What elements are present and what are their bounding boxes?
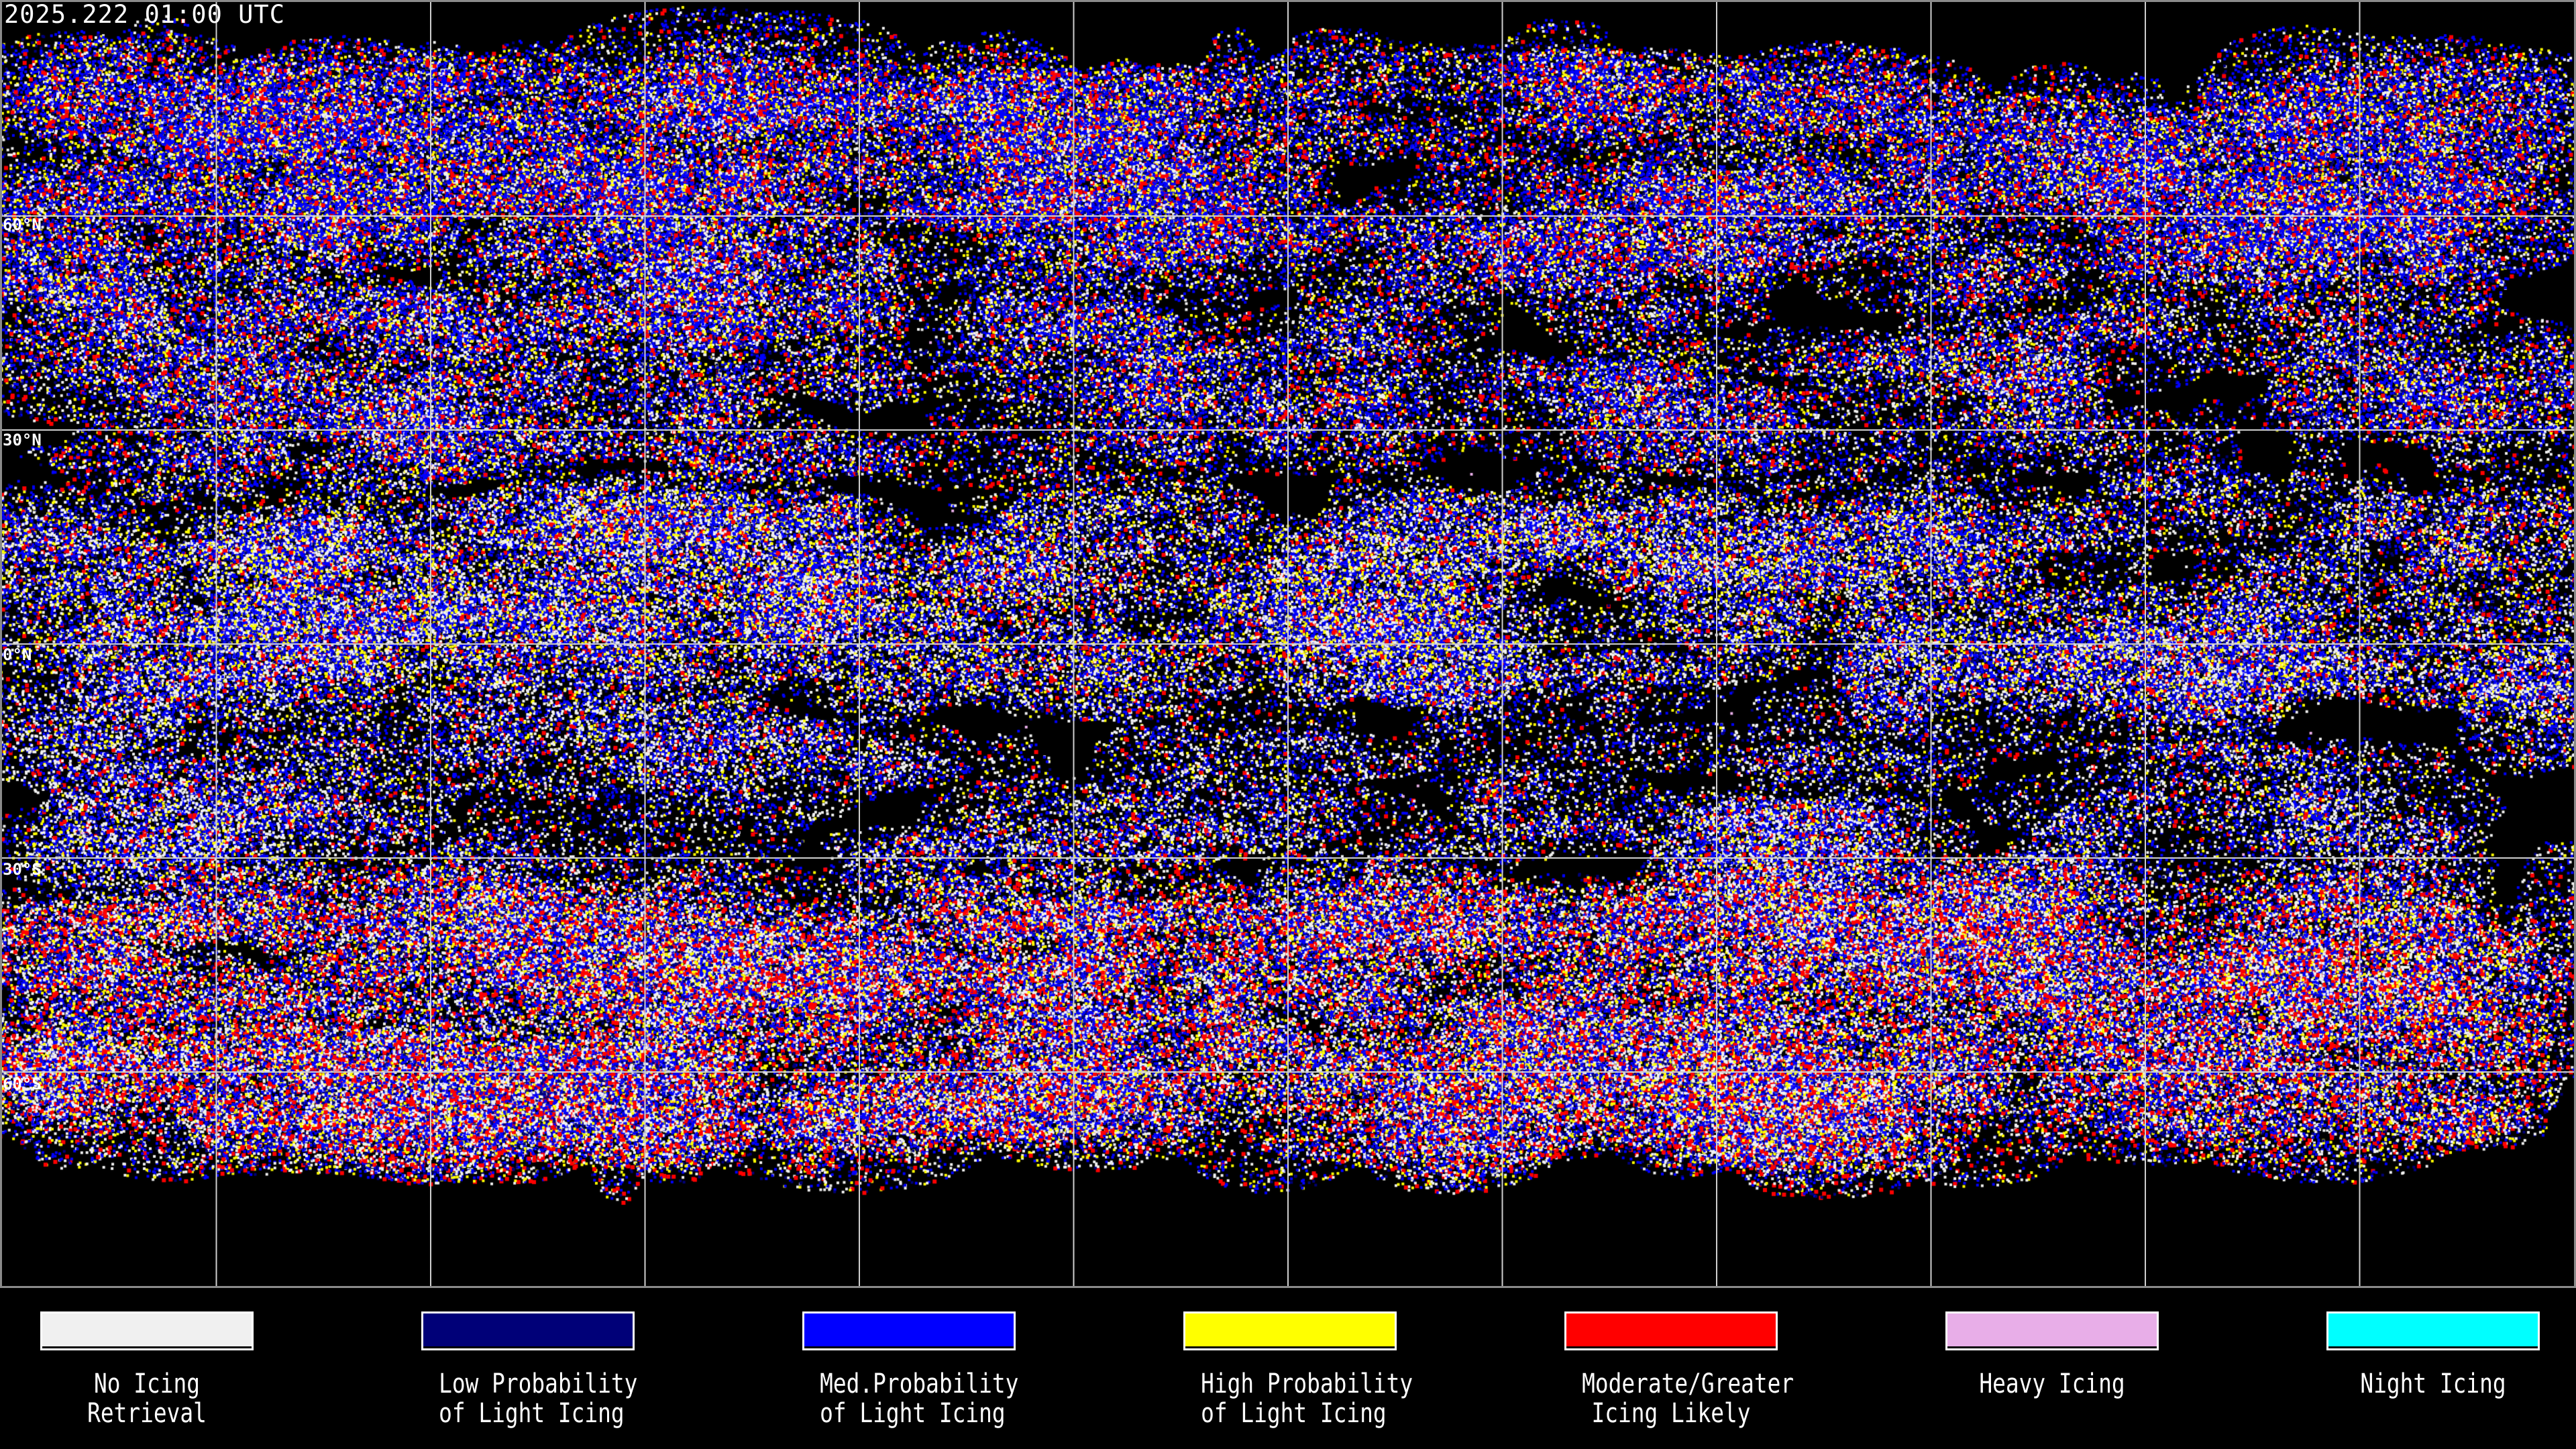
legend-label: Med.Probability of Light Icing xyxy=(820,1368,1019,1429)
legend-item-no-icing: No Icing Retrieval xyxy=(38,1311,256,1428)
legend-swatch xyxy=(421,1311,635,1350)
legend-item-night-icing: Night Icing xyxy=(2324,1311,2542,1399)
legend-swatch xyxy=(2326,1311,2540,1350)
lat-label-60s: 60°S xyxy=(3,1075,42,1093)
legend-label: High Probability of Light Icing xyxy=(1201,1368,1413,1429)
legend-label: Moderate/Greater Icing Likely xyxy=(1582,1368,1794,1429)
legend-swatch xyxy=(1945,1311,2159,1350)
icing-map xyxy=(0,0,2576,1288)
legend-item-moderate-greater: Moderate/Greater Icing Likely xyxy=(1562,1311,1794,1429)
legend-label: Heavy Icing xyxy=(1979,1368,2125,1399)
legend-swatch xyxy=(802,1311,1016,1350)
lat-label-0: 0°N xyxy=(3,645,32,664)
lat-label-30n: 30°N xyxy=(3,431,42,449)
lat-label-30s: 30°S xyxy=(3,860,42,879)
legend-item-heavy-icing: Heavy Icing xyxy=(1943,1311,2161,1399)
legend-label: No Icing Retrieval xyxy=(87,1368,207,1429)
legend-item-low-probability: Low Probability of Light Icing xyxy=(419,1311,637,1428)
legend-swatch xyxy=(1564,1311,1778,1350)
graticule xyxy=(2,2,2574,1286)
lat-label-60n: 60°N xyxy=(3,215,42,234)
legend-swatch xyxy=(1183,1311,1397,1350)
legend-label: Night Icing xyxy=(2360,1368,2506,1399)
legend-item-med-probability: Med.Probability of Light Icing xyxy=(800,1311,1018,1428)
legend-item-high-probability: High Probability of Light Icing xyxy=(1181,1311,1413,1429)
legend-swatch xyxy=(40,1311,254,1350)
legend-label: Low Probability of Light Icing xyxy=(439,1368,638,1429)
timestamp-title: 2025.222 01:00 UTC xyxy=(4,0,285,29)
